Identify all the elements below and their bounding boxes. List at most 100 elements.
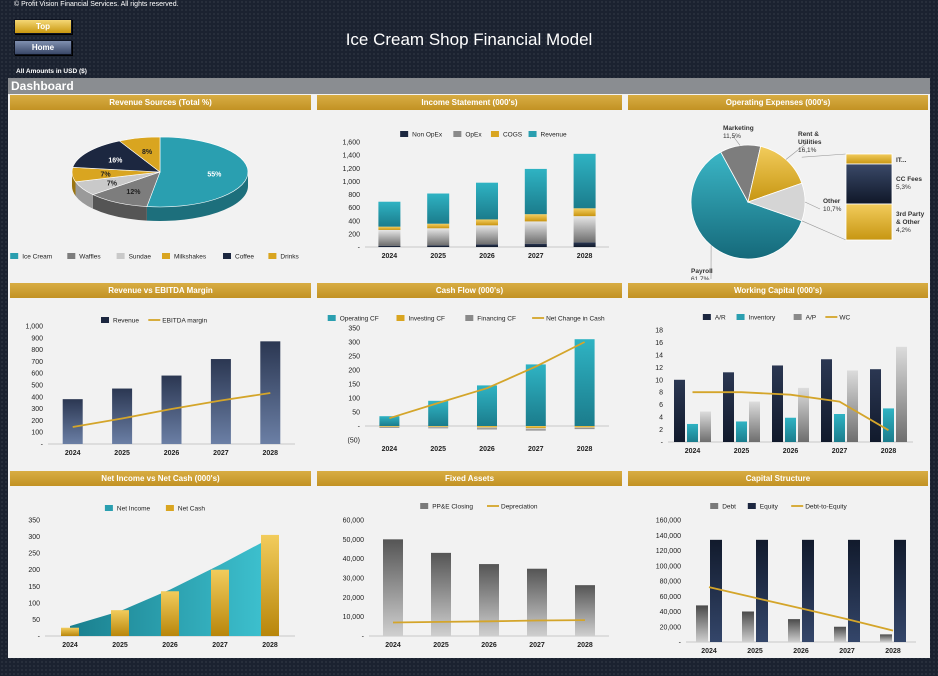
connector-line [801, 220, 847, 241]
y-tick-label: 40,000 [660, 609, 682, 616]
bar-operating-cf [477, 385, 497, 426]
legend-label: Net Income [117, 506, 151, 513]
y-tick-label: 50 [352, 410, 360, 417]
y-tick-label: 400 [348, 218, 360, 225]
top-button[interactable]: Top [14, 19, 72, 34]
line-ebitda-margin [72, 392, 271, 428]
y-tick-label: 900 [31, 335, 43, 342]
x-tick-label: 2024 [62, 642, 78, 649]
y-tick-label: 16 [655, 340, 663, 347]
fixed-assets-title: Fixed Assets [317, 471, 622, 486]
bar-equity [848, 539, 860, 642]
page-title: Ice Cream Shop Financial Model [345, 30, 593, 49]
pie-side-waffles [92, 194, 147, 221]
bar-opex [573, 216, 596, 243]
connector-line [801, 153, 847, 158]
bar-investing-cf [525, 426, 546, 429]
y-tick-label: 140,000 [656, 533, 681, 540]
legend-label: Depreciation [501, 504, 538, 511]
dashboard-bar: Dashboard [8, 78, 930, 94]
bar-opex [427, 228, 450, 246]
pie-slice-coffee [72, 140, 161, 173]
legend-swatch [116, 253, 125, 259]
legend-swatch [162, 253, 170, 259]
bar-investing-cf [477, 426, 497, 428]
bar-financing-cf [574, 427, 595, 430]
net-income-cash-title: Net Income vs Net Cash (000's) [10, 471, 311, 486]
legend-label: OpEx [465, 132, 482, 139]
x-tick-label: 2027 [528, 446, 544, 453]
x-tick-label: 2025 [734, 448, 750, 455]
x-tick-label: 2024 [382, 446, 398, 453]
legend-swatch [268, 253, 277, 259]
pie-data-label: 7% [107, 180, 118, 187]
capital-structure-chart: 160,000 140,000 120,000 100,000 80,000 60,000… [656, 503, 916, 655]
y-tick-label: 18 [655, 328, 663, 335]
y-tick-label: 300 [28, 534, 40, 541]
x-tick-label: 2028 [263, 450, 279, 457]
x-tick-label: 2025 [112, 642, 128, 649]
legend-swatch [528, 131, 537, 137]
y-tick-label: 20,000 [343, 595, 365, 602]
pie-slice-payroll [690, 151, 803, 260]
pie-data-label: 55% [207, 172, 222, 179]
y-tick-label: 14 [655, 352, 663, 359]
x-tick-label: 2026 [481, 642, 497, 649]
y-tick-label: 1,200 [342, 166, 360, 173]
bar-inventory [736, 421, 747, 442]
pie-slice-drinks [118, 136, 161, 173]
legend-label: Ice Cream [22, 254, 52, 261]
bar-inventory [785, 417, 796, 442]
legend-swatch [101, 317, 109, 323]
y-tick-label: 50 [32, 617, 40, 624]
revenue-ebitda-title: Revenue vs EBITDA Margin [10, 283, 311, 298]
breakdown-label: 3rd Party [896, 211, 925, 218]
bar-equity [756, 539, 768, 642]
y-tick-label: 700 [31, 359, 43, 366]
legend-swatch [420, 503, 429, 509]
y-tick-label: 200 [31, 418, 43, 425]
x-tick-label: 2025 [114, 450, 130, 457]
line-debt-to-equity [708, 586, 894, 632]
legend-label: Revenue [113, 318, 139, 325]
bar-financing-cf [525, 428, 546, 431]
y-tick-label: 150 [28, 584, 40, 591]
bar-non-opex [427, 245, 450, 247]
y-tick-label: 80,000 [660, 579, 682, 586]
bar-non-opex [573, 242, 596, 247]
bar-revenue [427, 193, 450, 224]
y-tick-label: 200 [28, 567, 40, 574]
bar-a-p [896, 346, 907, 442]
amounts-note: All Amounts in USD ($) [16, 68, 87, 75]
legend-label: Net Cash [178, 506, 205, 513]
bar-a-r [870, 369, 881, 442]
pie-label-name: Rent & [798, 131, 819, 138]
breakdown-value: 5,3% [896, 184, 911, 191]
bar-a-r [674, 379, 685, 442]
bar-debt [880, 634, 892, 642]
y-tick-label: 350 [348, 326, 360, 333]
bar-revenue [62, 399, 83, 444]
legend-label: PP&E Closing [432, 504, 473, 511]
x-tick-label: 2028 [885, 648, 901, 655]
bar-net-cash [211, 569, 229, 636]
legend-label: Milkshakes [174, 254, 207, 261]
bar-investing-cf [574, 426, 595, 428]
home-button[interactable]: Home [14, 40, 72, 55]
bar-non-opex [378, 245, 401, 247]
y-tick-label: - [358, 424, 361, 431]
capital-structure-title: Capital Structure [628, 471, 928, 486]
y-tick-label: 350 [28, 518, 40, 525]
y-tick-label: 800 [31, 347, 43, 354]
bar-revenue [378, 201, 401, 227]
legend-label: Inventory [749, 315, 776, 322]
y-tick-label: 100,000 [656, 563, 681, 570]
pie-label-name: Utilities [798, 139, 822, 146]
bar-investing-cf [379, 426, 400, 427]
legend-swatch [396, 315, 405, 321]
pie-label-value: 16,1% [798, 147, 817, 154]
x-tick-label: 2026 [479, 446, 495, 453]
x-tick-label: 2026 [793, 648, 809, 655]
y-tick-label: 1,400 [342, 153, 360, 160]
